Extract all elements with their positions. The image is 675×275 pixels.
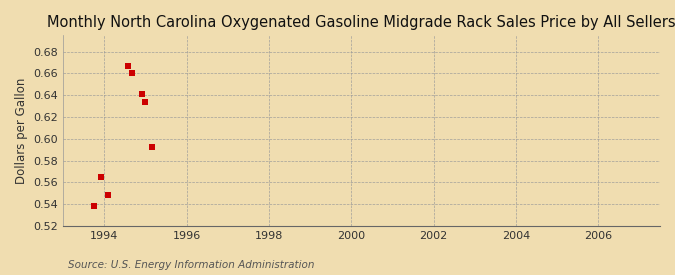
- Point: [96, 175, 107, 179]
- Point: [126, 71, 137, 76]
- Title: Monthly North Carolina Oxygenated Gasoline Midgrade Rack Sales Price by All Sell: Monthly North Carolina Oxygenated Gasoli…: [47, 15, 675, 30]
- Point: [137, 92, 148, 96]
- Y-axis label: Dollars per Gallon: Dollars per Gallon: [15, 78, 28, 184]
- Point: [147, 145, 158, 150]
- Text: Source: U.S. Energy Information Administration: Source: U.S. Energy Information Administ…: [68, 260, 314, 270]
- Point: [123, 64, 134, 68]
- Point: [88, 204, 99, 208]
- Point: [102, 193, 113, 198]
- Point: [140, 100, 151, 104]
